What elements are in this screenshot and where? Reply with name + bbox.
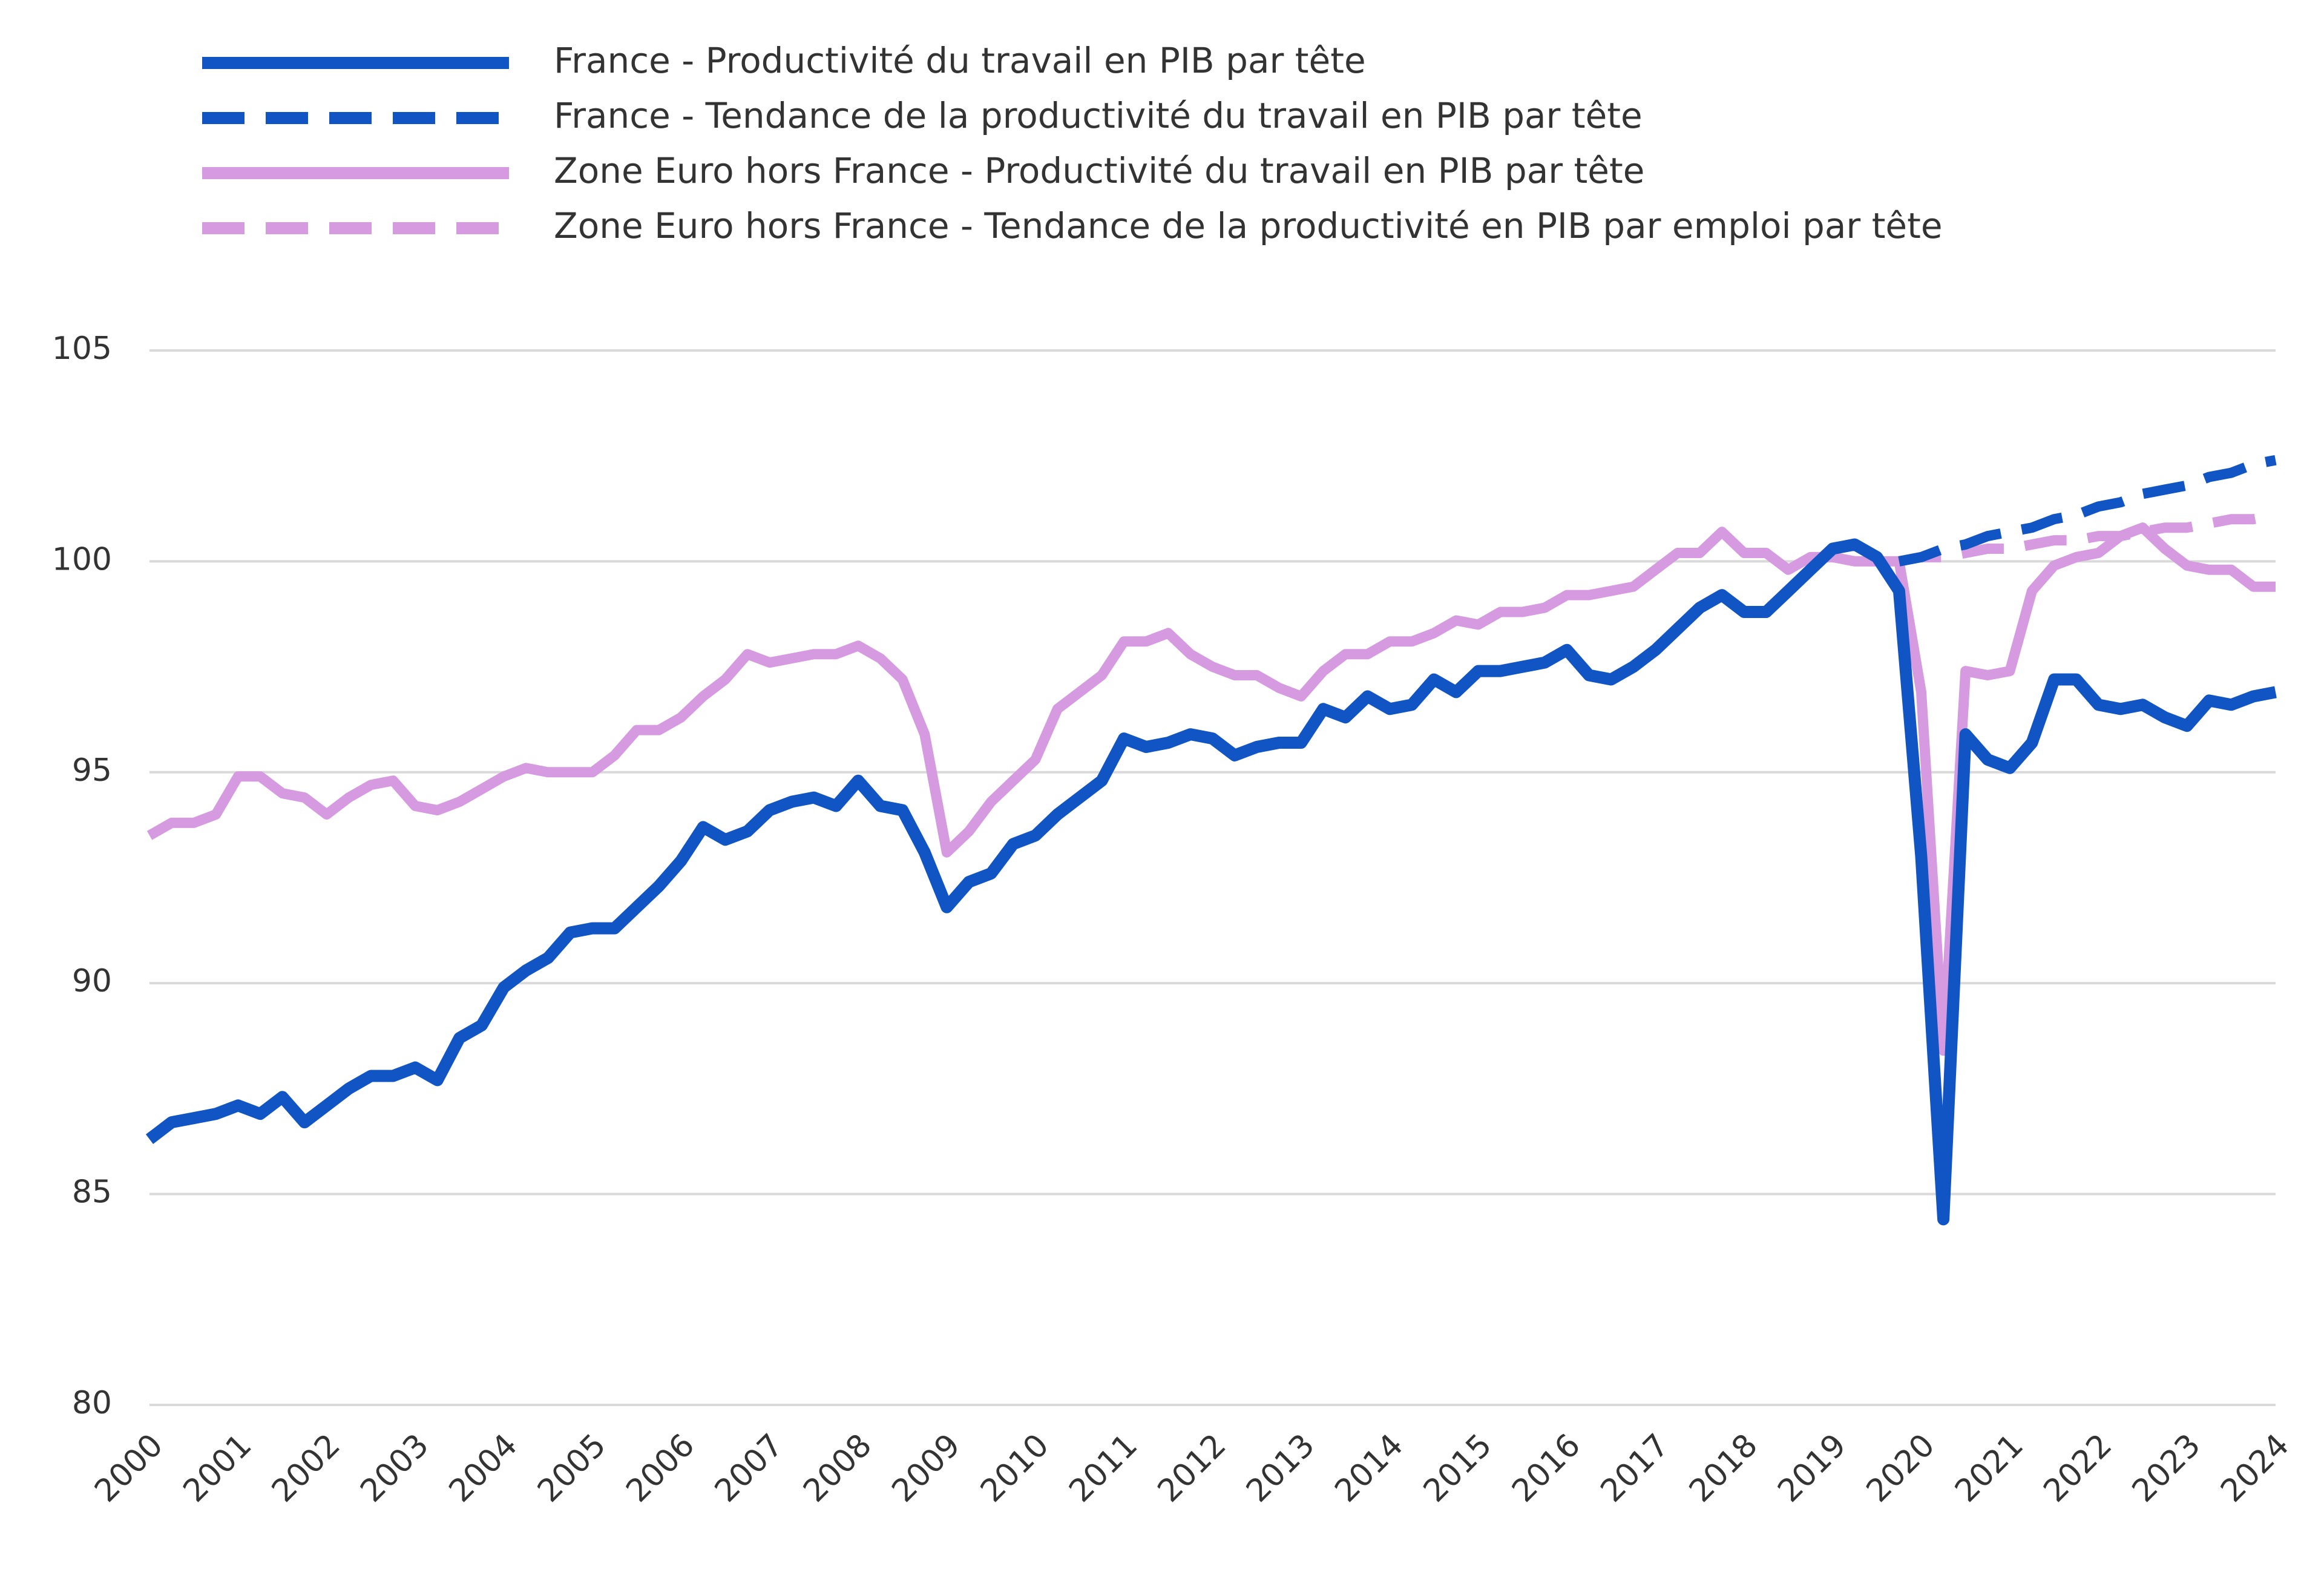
x-tick-label: 2007 (708, 1427, 790, 1510)
y-tick-label: 105 (52, 330, 112, 367)
x-tick-label: 2012 (1151, 1427, 1233, 1510)
x-tick-label: 2008 (796, 1427, 879, 1510)
y-tick-label: 95 (72, 752, 112, 789)
x-tick-label: 2024 (2214, 1427, 2296, 1510)
x-tick-label: 2015 (1417, 1427, 1499, 1510)
y-tick-label: 80 (72, 1385, 112, 1421)
x-tick-label: 2019 (1771, 1427, 1853, 1510)
legend-label: France - Productivité du travail en PIB … (554, 40, 1366, 81)
line-series (145, 538, 2277, 1226)
x-tick-label: 2003 (353, 1427, 436, 1510)
x-tick-label: 2002 (265, 1427, 347, 1510)
x-tick-label: 2020 (1860, 1427, 1942, 1510)
x-tick-label: 2017 (1594, 1427, 1676, 1510)
x-tick-label: 2005 (531, 1427, 613, 1510)
y-tick-label: 100 (52, 541, 112, 577)
x-tick-label: 2004 (442, 1427, 525, 1510)
legend-label: Zone Euro hors France - Tendance de la p… (554, 205, 1943, 246)
x-tick-label: 2022 (2037, 1427, 2119, 1510)
x-tick-label: 2018 (1682, 1427, 1765, 1510)
x-tick-label: 2000 (88, 1427, 170, 1510)
legend-label: Zone Euro hors France - Productivité du … (554, 150, 1644, 191)
x-tick-label: 2013 (1239, 1427, 1322, 1510)
y-tick-label: 90 (72, 963, 112, 999)
x-tick-label: 2021 (1948, 1427, 2030, 1510)
x-tick-label: 2009 (885, 1427, 967, 1510)
x-tick-label: 2006 (619, 1427, 701, 1510)
x-tick-label: 2010 (974, 1427, 1056, 1510)
x-tick-label: 2011 (1062, 1427, 1144, 1510)
x-tick-label: 2016 (1505, 1427, 1587, 1510)
line-series (1898, 455, 2277, 567)
x-tick-label: 2001 (176, 1427, 258, 1510)
y-tick-label: 85 (72, 1174, 112, 1211)
legend-label: France - Tendance de la productivité du … (554, 95, 1643, 136)
x-tick-label: 2023 (2125, 1427, 2208, 1510)
x-tick-label: 2014 (1328, 1427, 1410, 1510)
line-series (146, 522, 2276, 1056)
